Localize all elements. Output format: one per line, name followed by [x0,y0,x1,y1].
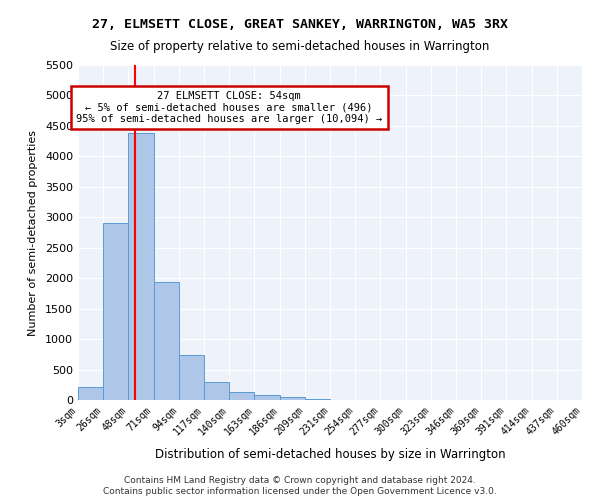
Text: Contains public sector information licensed under the Open Government Licence v3: Contains public sector information licen… [103,487,497,496]
Bar [229,392,254,400]
Bar [280,396,305,400]
Text: Contains HM Land Registry data © Crown copyright and database right 2024.: Contains HM Land Registry data © Crown c… [124,476,476,485]
Bar [254,394,280,400]
X-axis label: Distribution of semi-detached houses by size in Warrington: Distribution of semi-detached houses by … [155,448,505,461]
Text: 27 ELMSETT CLOSE: 54sqm
← 5% of semi-detached houses are smaller (496)
95% of se: 27 ELMSETT CLOSE: 54sqm ← 5% of semi-det… [76,91,382,124]
Bar [78,386,103,400]
Text: Size of property relative to semi-detached houses in Warrington: Size of property relative to semi-detach… [110,40,490,53]
Text: 27, ELMSETT CLOSE, GREAT SANKEY, WARRINGTON, WA5 3RX: 27, ELMSETT CLOSE, GREAT SANKEY, WARRING… [92,18,508,30]
Bar [154,282,179,400]
Bar [179,355,204,400]
Y-axis label: Number of semi-detached properties: Number of semi-detached properties [28,130,38,336]
Bar [103,224,128,400]
Bar [128,133,154,400]
Bar [204,382,229,400]
